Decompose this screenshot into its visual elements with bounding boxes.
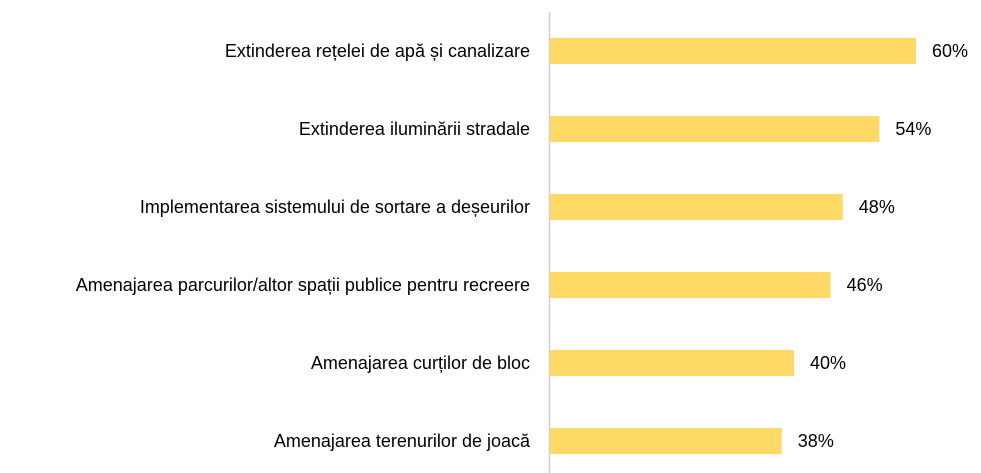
category-label: Amenajarea terenurilor de joacă: [273, 431, 530, 451]
data-label: 48%: [859, 197, 895, 217]
data-label: 54%: [895, 119, 931, 139]
category-label: Implementarea sistemului de sortare a de…: [139, 197, 530, 217]
data-label: 38%: [798, 431, 834, 451]
category-label: Extinderea rețelei de apă și canalizare: [224, 41, 530, 61]
category-label: Amenajarea parcurilor/altor spații publi…: [75, 275, 530, 295]
data-label: 46%: [847, 275, 883, 295]
bar: [550, 194, 843, 220]
bar: [550, 116, 880, 142]
bar: [550, 350, 794, 376]
bar: [550, 272, 831, 298]
bar: [550, 38, 916, 64]
data-label: 60%: [932, 41, 968, 61]
data-label: 40%: [810, 353, 846, 373]
bar: [550, 428, 782, 454]
category-label: Extinderea iluminării stradale: [298, 119, 530, 139]
category-label: Amenajarea curților de bloc: [310, 353, 530, 373]
